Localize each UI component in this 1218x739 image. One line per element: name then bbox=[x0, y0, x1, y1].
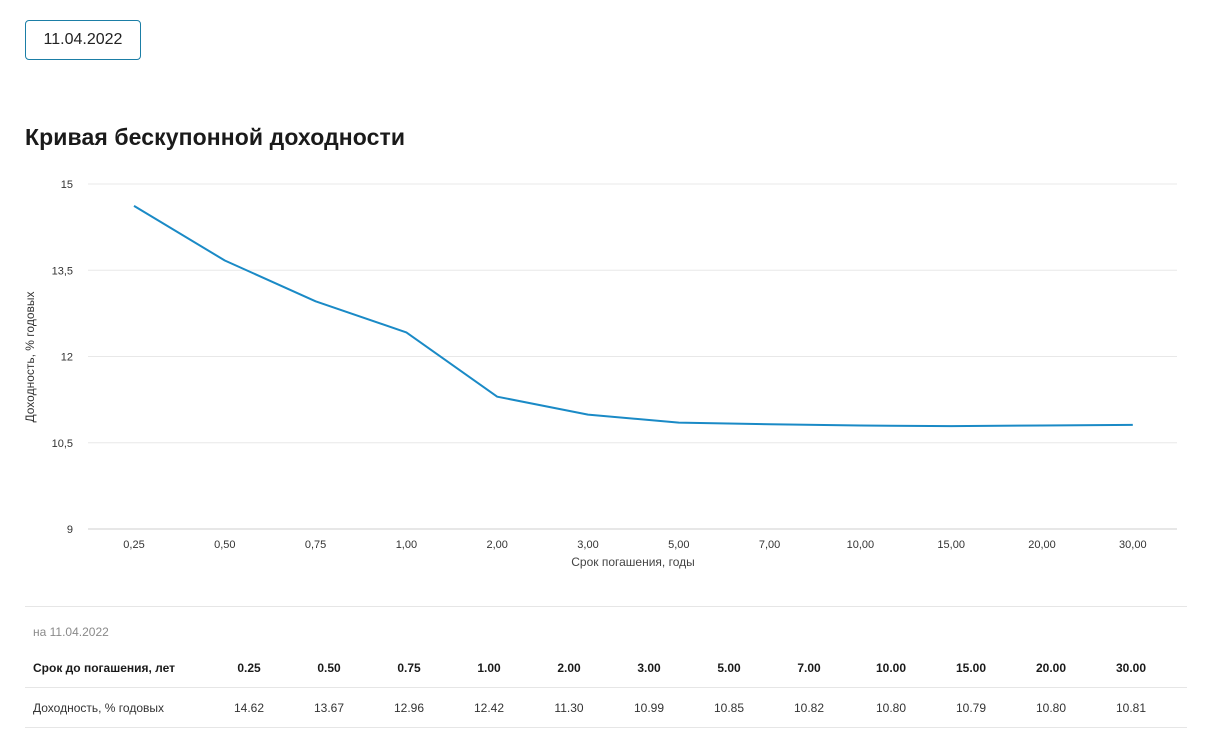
term-cell: 20.00 bbox=[1035, 661, 1067, 675]
x-tick-label: 30,00 bbox=[1119, 539, 1147, 551]
y-tick-label: 13,5 bbox=[52, 265, 73, 277]
yield-cell: 10.82 bbox=[793, 701, 825, 715]
series-line bbox=[133, 205, 1133, 428]
y-tick-label: 15 bbox=[61, 179, 73, 191]
y-tick-labels: 15 13,5 12 10,5 9 bbox=[52, 179, 73, 536]
y-tick-label: 12 bbox=[61, 352, 73, 364]
data-point[interactable] bbox=[1038, 422, 1046, 430]
term-cell: 0.50 bbox=[317, 661, 341, 675]
table-header-row: Срок до погашения, лет 0.25 0.50 0.75 1.00 2… bbox=[0, 658, 1218, 678]
table-as-of-date: на 11.04.2022 bbox=[33, 625, 109, 639]
table-row-divider bbox=[25, 687, 1187, 688]
term-cell: 30.00 bbox=[1115, 661, 1147, 675]
x-tick-label: 0,75 bbox=[305, 539, 326, 551]
x-axis-label: Срок погашения, годы bbox=[571, 555, 695, 569]
term-cell: 15.00 bbox=[955, 661, 987, 675]
data-point[interactable] bbox=[584, 411, 592, 419]
data-point[interactable] bbox=[402, 328, 410, 336]
yield-cell: 10.80 bbox=[1035, 701, 1067, 715]
x-tick-label: 0,25 bbox=[123, 539, 144, 551]
table-row-divider bbox=[25, 727, 1187, 728]
term-cell: 3.00 bbox=[637, 661, 661, 675]
term-cell: 10.00 bbox=[875, 661, 907, 675]
date-selector[interactable]: 11.04.2022 bbox=[25, 20, 141, 60]
x-tick-label: 0,50 bbox=[214, 539, 235, 551]
term-cell: 1.00 bbox=[477, 661, 501, 675]
table-yield-row: Доходность, % годовых 14.62 13.67 12.96 12.… bbox=[0, 698, 1218, 718]
y-tick-label: 10,5 bbox=[52, 438, 73, 450]
yield-cell: 10.81 bbox=[1115, 701, 1147, 715]
yield-cell: 12.42 bbox=[473, 701, 505, 715]
yield-cell: 13.67 bbox=[313, 701, 345, 715]
page-title: Кривая бескупонной доходности bbox=[25, 124, 406, 150]
data-point[interactable] bbox=[221, 256, 229, 264]
data-point[interactable] bbox=[856, 422, 864, 430]
term-cell: 5.00 bbox=[717, 661, 741, 675]
data-point[interactable] bbox=[1129, 421, 1137, 429]
term-cell: 0.25 bbox=[237, 661, 261, 675]
x-tick-label: 5,00 bbox=[668, 539, 689, 551]
yield-cell: 10.85 bbox=[713, 701, 745, 715]
x-tick-label: 7,00 bbox=[759, 539, 780, 551]
term-cell: 7.00 bbox=[797, 661, 821, 675]
data-point[interactable] bbox=[675, 419, 683, 427]
y-axis-label: Доходность, % годовых bbox=[23, 292, 37, 423]
x-tick-labels: 0,25 0,50 0,75 1,00 2,00 3,00 5,00 7,00 10,00 15,… bbox=[123, 539, 1146, 551]
x-tick-label: 20,00 bbox=[1028, 539, 1056, 551]
yield-cell: 11.30 bbox=[554, 701, 584, 715]
yield-cell: 10.80 bbox=[875, 701, 907, 715]
yield-cell: 10.79 bbox=[955, 701, 987, 715]
yield-cell: 14.62 bbox=[233, 701, 265, 715]
data-point[interactable] bbox=[130, 202, 138, 210]
data-point[interactable] bbox=[766, 420, 774, 428]
data-point[interactable] bbox=[493, 393, 501, 401]
x-tick-label: 2,00 bbox=[486, 539, 507, 551]
x-tick-label: 1,00 bbox=[396, 539, 417, 551]
yield-cell: 12.96 bbox=[393, 701, 425, 715]
x-tick-label: 15,00 bbox=[937, 539, 965, 551]
yield-row-label: Доходность, % годовых bbox=[33, 701, 164, 715]
term-cell: 0.75 bbox=[397, 661, 421, 675]
yield-curve-chart: 15 13,5 12 10,5 9 0,25 0,50 0,75 1,00 2,00 3,00 5,… bbox=[23, 179, 1177, 569]
term-row-label: Срок до погашения, лет bbox=[33, 661, 176, 675]
grid-lines bbox=[88, 183, 1177, 530]
series-layer bbox=[133, 205, 1133, 428]
x-tick-label: 10,00 bbox=[847, 539, 875, 551]
data-point[interactable] bbox=[312, 297, 320, 305]
x-tick-label: 3,00 bbox=[577, 539, 598, 551]
y-tick-label: 9 bbox=[67, 524, 73, 536]
section-divider bbox=[25, 606, 1187, 607]
yield-cell: 10.99 bbox=[633, 701, 665, 715]
term-cell: 2.00 bbox=[557, 661, 581, 675]
data-points bbox=[130, 202, 1137, 430]
data-point[interactable] bbox=[947, 422, 955, 430]
